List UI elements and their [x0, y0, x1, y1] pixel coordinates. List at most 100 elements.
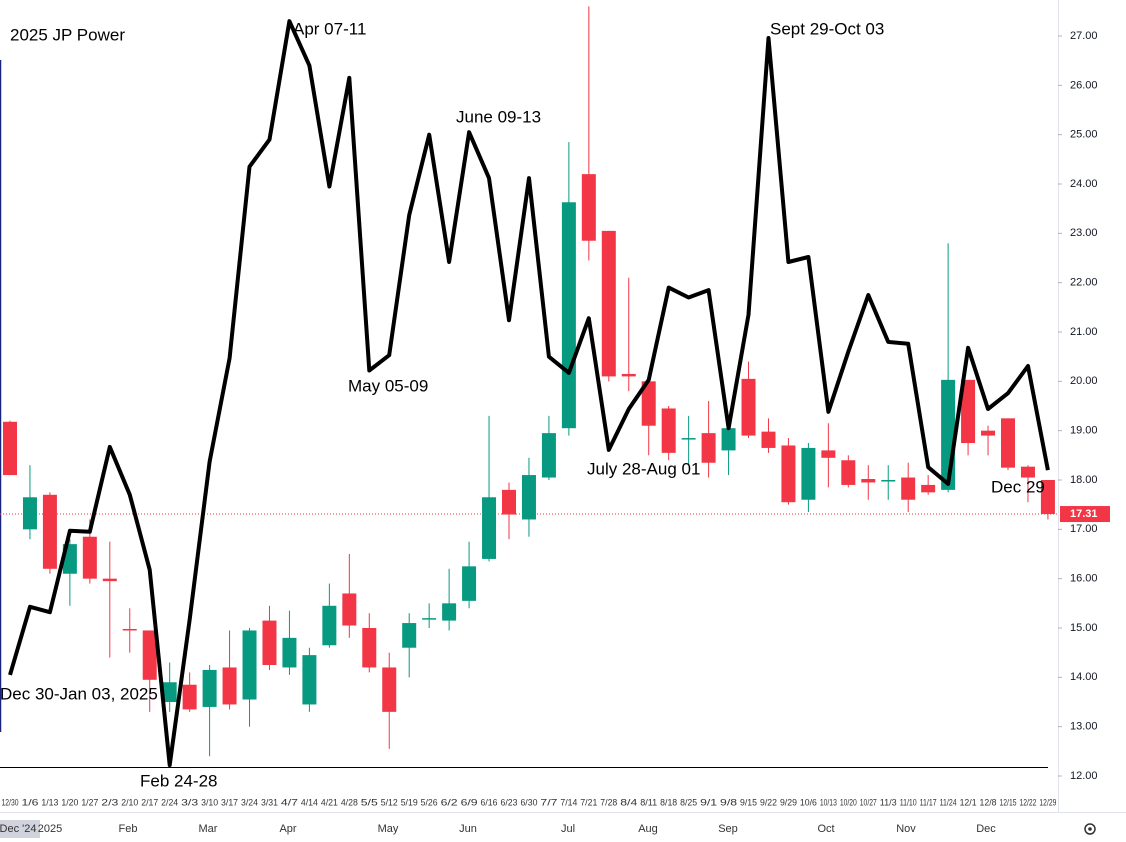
candle-body	[741, 378, 756, 436]
candle-body	[621, 373, 636, 377]
annotation: Sept 29-Oct 03	[770, 19, 884, 38]
settings-icon[interactable]	[1084, 823, 1096, 835]
candle-body	[242, 630, 257, 700]
month-label: 2025	[38, 823, 62, 835]
month-label-bg	[0, 820, 40, 838]
y-tick-label: 18.00	[1070, 474, 1098, 486]
x-tick-label: 11/3	[880, 797, 897, 807]
candle-body	[1001, 418, 1015, 468]
x-tick-label: 8/4	[620, 797, 637, 807]
x-tick-label: 11/10	[900, 797, 917, 807]
candle-body	[901, 477, 916, 500]
candle-body	[641, 381, 656, 426]
candle-body	[661, 408, 676, 453]
candle-body	[462, 566, 477, 601]
x-tick-label: 4/14	[301, 797, 318, 807]
annotation: June 09-13	[456, 107, 541, 126]
x-tick-label: 7/21	[580, 797, 597, 807]
overlay-line	[8, 19, 1050, 768]
candle-body	[961, 379, 976, 443]
candle-body	[22, 497, 37, 530]
y-tick-label: 13.00	[1070, 721, 1098, 733]
month-label: Feb	[119, 823, 138, 835]
candle-body	[162, 682, 177, 702]
last-price-label: 17.31	[1070, 508, 1098, 520]
x-tick-label: 11/24	[940, 797, 957, 807]
annotation: May 05-09	[348, 376, 428, 395]
y-tick-label: 20.00	[1070, 375, 1098, 387]
x-tick-label: 3/24	[241, 797, 258, 807]
month-label: Dec '24	[0, 823, 36, 835]
candle-body	[302, 655, 317, 705]
y-tick-label: 22.00	[1070, 277, 1098, 289]
candle-body	[841, 460, 856, 485]
y-tick-label: 25.00	[1070, 129, 1098, 141]
candle-body	[781, 445, 796, 503]
x-tick-label: 9/15	[740, 797, 757, 807]
x-tick-label: 8/25	[680, 797, 697, 807]
candle-body	[362, 627, 377, 668]
y-tick-label: 15.00	[1070, 622, 1098, 634]
x-tick-label: 2/17	[141, 797, 158, 807]
last-price-box	[1060, 506, 1110, 523]
x-tick-label: 12/29	[1039, 797, 1056, 807]
candle-body	[422, 618, 437, 620]
y-tick-label: 27.00	[1070, 30, 1098, 42]
x-tick-label: 3/3	[181, 797, 198, 807]
y-tick-label: 16.00	[1070, 573, 1098, 585]
month-label: Nov	[896, 823, 916, 835]
candle-body	[921, 484, 936, 493]
x-tick-label: 9/8	[720, 797, 737, 807]
x-tick-label: 12/30	[2, 797, 19, 807]
x-tick-label: 6/23	[501, 797, 518, 807]
y-tick-label: 23.00	[1070, 227, 1098, 239]
candle-body	[342, 593, 357, 626]
y-tick-label: 17.00	[1070, 523, 1098, 535]
x-tick-label: 4/7	[281, 797, 298, 807]
x-tick-label: 9/22	[760, 797, 777, 807]
x-tick-label: 7/14	[560, 797, 577, 807]
x-tick-label: 1/27	[81, 797, 98, 807]
candle-body	[42, 494, 57, 569]
x-tick-label: 2/3	[101, 797, 118, 807]
settings-gear[interactable]	[1084, 823, 1096, 835]
x-tick-label: 4/28	[341, 797, 358, 807]
x-tick-label: 6/16	[481, 797, 498, 807]
x-tick-label: 3/31	[261, 797, 278, 807]
x-tick-label: 9/1	[700, 797, 717, 807]
y-tick-label: 21.00	[1070, 326, 1098, 338]
x-tick-label: 5/5	[361, 797, 378, 807]
candle-body	[102, 578, 117, 582]
x-tick-label: 9/29	[780, 797, 797, 807]
candle-body	[561, 202, 576, 429]
month-label: Aug	[638, 823, 658, 835]
x-tick-label: 2/10	[121, 797, 138, 807]
candle-body	[861, 479, 876, 483]
x-tick-label: 10/20	[840, 797, 857, 807]
candle-body	[1040, 479, 1055, 515]
candle-body	[821, 450, 836, 458]
candle-body	[701, 433, 716, 463]
candle-body	[122, 628, 137, 631]
settings-gear-center[interactable]	[1088, 827, 1092, 831]
candle-body	[681, 438, 696, 440]
candle-body	[601, 230, 616, 377]
x-tick-label: 6/30	[520, 797, 537, 807]
x-tick-label: 5/26	[421, 797, 438, 807]
x-tick-label: 8/11	[640, 797, 657, 807]
candle-body	[82, 536, 97, 579]
month-label: Sep	[718, 823, 738, 835]
y-tick-label: 24.00	[1070, 178, 1098, 190]
month-label: Dec	[976, 823, 996, 835]
candle-body	[881, 479, 896, 482]
x-tick-label: 8/18	[660, 797, 677, 807]
candle-body	[721, 428, 736, 451]
annotation: Feb 24-28	[140, 771, 218, 790]
candle-body	[801, 447, 816, 500]
x-tick-label: 2/24	[161, 797, 178, 807]
candle-body	[222, 667, 237, 705]
x-tick-label: 3/10	[201, 797, 218, 807]
annotation: Apr 07-11	[293, 19, 366, 38]
x-tick-label: 4/21	[321, 797, 338, 807]
y-tick-label: 12.00	[1070, 770, 1098, 782]
